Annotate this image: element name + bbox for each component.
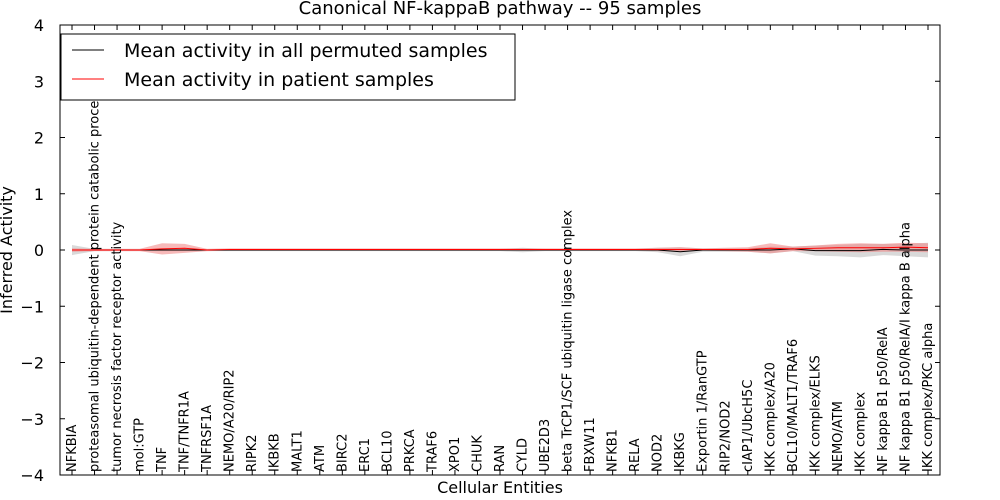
x-category-label: ATM xyxy=(313,445,328,472)
y-tick-label: 4 xyxy=(34,16,44,35)
x-category-label: CYLD xyxy=(516,438,531,472)
x-category-label: NEMO/A20/RIP2 xyxy=(223,369,238,472)
x-category-label: BCL10/MALT1/TRAF6 xyxy=(786,339,801,472)
x-category-label: IKBKB xyxy=(268,433,283,472)
x-category-label: UBE2D3 xyxy=(538,419,553,472)
y-tick-label: −4 xyxy=(20,466,44,485)
x-category-label: RIPK2 xyxy=(245,434,260,472)
x-category-label: Exportin 1/RanGTP xyxy=(696,350,711,472)
x-category-label: BIRC2 xyxy=(335,434,350,473)
x-category-label: RIP2/NOD2 xyxy=(718,400,733,472)
y-tick-label: −2 xyxy=(20,354,44,373)
legend-box xyxy=(60,33,516,101)
x-category-label: TNF xyxy=(155,447,170,473)
y-tick-label: 1 xyxy=(34,185,44,204)
x-category-label: RAN xyxy=(493,445,508,472)
x-category-label: IKK complex/PKC alpha xyxy=(921,323,936,472)
legend-label-patient: Mean activity in patient samples xyxy=(124,69,434,91)
series-line-patient xyxy=(72,246,929,251)
x-category-label: FBXW11 xyxy=(583,417,598,472)
x-category-label: XPO1 xyxy=(448,437,463,472)
x-category-label: NFKB1 xyxy=(606,429,621,472)
legend: Mean activity in all permuted samples Me… xyxy=(60,33,516,101)
y-tick-label: 0 xyxy=(34,241,44,260)
x-category-label: PRKCA xyxy=(403,429,418,472)
x-category-label: TRAF6 xyxy=(425,431,440,473)
y-axis: 4 3 2 1 0 −1 −2 −3 −4 xyxy=(20,16,940,485)
x-category-label: IKK complex xyxy=(853,392,868,472)
x-category-label: TNF/TNFR1A xyxy=(178,391,193,473)
x-category-label: tumor necrosis factor receptor activity xyxy=(110,221,125,472)
y-tick-label: −1 xyxy=(20,297,44,316)
y-axis-title: Inferred Activity xyxy=(0,186,16,314)
x-category-label: NOD2 xyxy=(651,434,666,472)
x-category-label: MALT1 xyxy=(290,430,305,472)
x-category-label: NF kappa B1 p50/RelA xyxy=(876,327,891,472)
x-category-label: ERC1 xyxy=(358,438,373,472)
x-category-label: cIAP1/UbcH5C xyxy=(741,380,756,472)
x-category-label: IKK complex/ELKS xyxy=(808,355,823,472)
x-axis-title: Cellular Entities xyxy=(437,478,563,497)
category-labels: NFKBIA proteasomal ubiquitin-dependent pr… xyxy=(65,87,936,473)
x-category-label: NEMO/ATM xyxy=(831,401,846,472)
x-axis xyxy=(71,25,929,475)
x-category-label: NFKBIA xyxy=(65,425,80,472)
x-category-label: IKK complex/A20 xyxy=(763,362,778,472)
x-category-label: CHUK xyxy=(470,435,485,472)
series-lines xyxy=(72,246,929,253)
x-category-label: IKBKG xyxy=(673,432,688,472)
x-category-label: RELA xyxy=(628,438,643,472)
x-category-label: proteasomal ubiquitin-dependent protein … xyxy=(88,87,103,472)
chart-title: Canonical NF-kappaB pathway -- 95 sample… xyxy=(299,0,702,19)
x-category-label: TNFRSF1A xyxy=(200,405,215,473)
y-tick-label: 2 xyxy=(34,129,44,148)
legend-label-permuted: Mean activity in all permuted samples xyxy=(124,40,487,62)
band-patient xyxy=(72,242,928,255)
y-tick-label: 3 xyxy=(34,72,44,91)
x-category-label: BCL10 xyxy=(380,430,395,472)
x-category-label: beta TrCP1/SCF ubiquitin ligase complex xyxy=(561,210,576,472)
y-tick-label: −3 xyxy=(20,410,44,429)
x-category-label: NF kappa B1 p50/RelA/I kappa B alpha xyxy=(898,222,913,472)
x-category-label: mol:GTP xyxy=(133,418,148,472)
